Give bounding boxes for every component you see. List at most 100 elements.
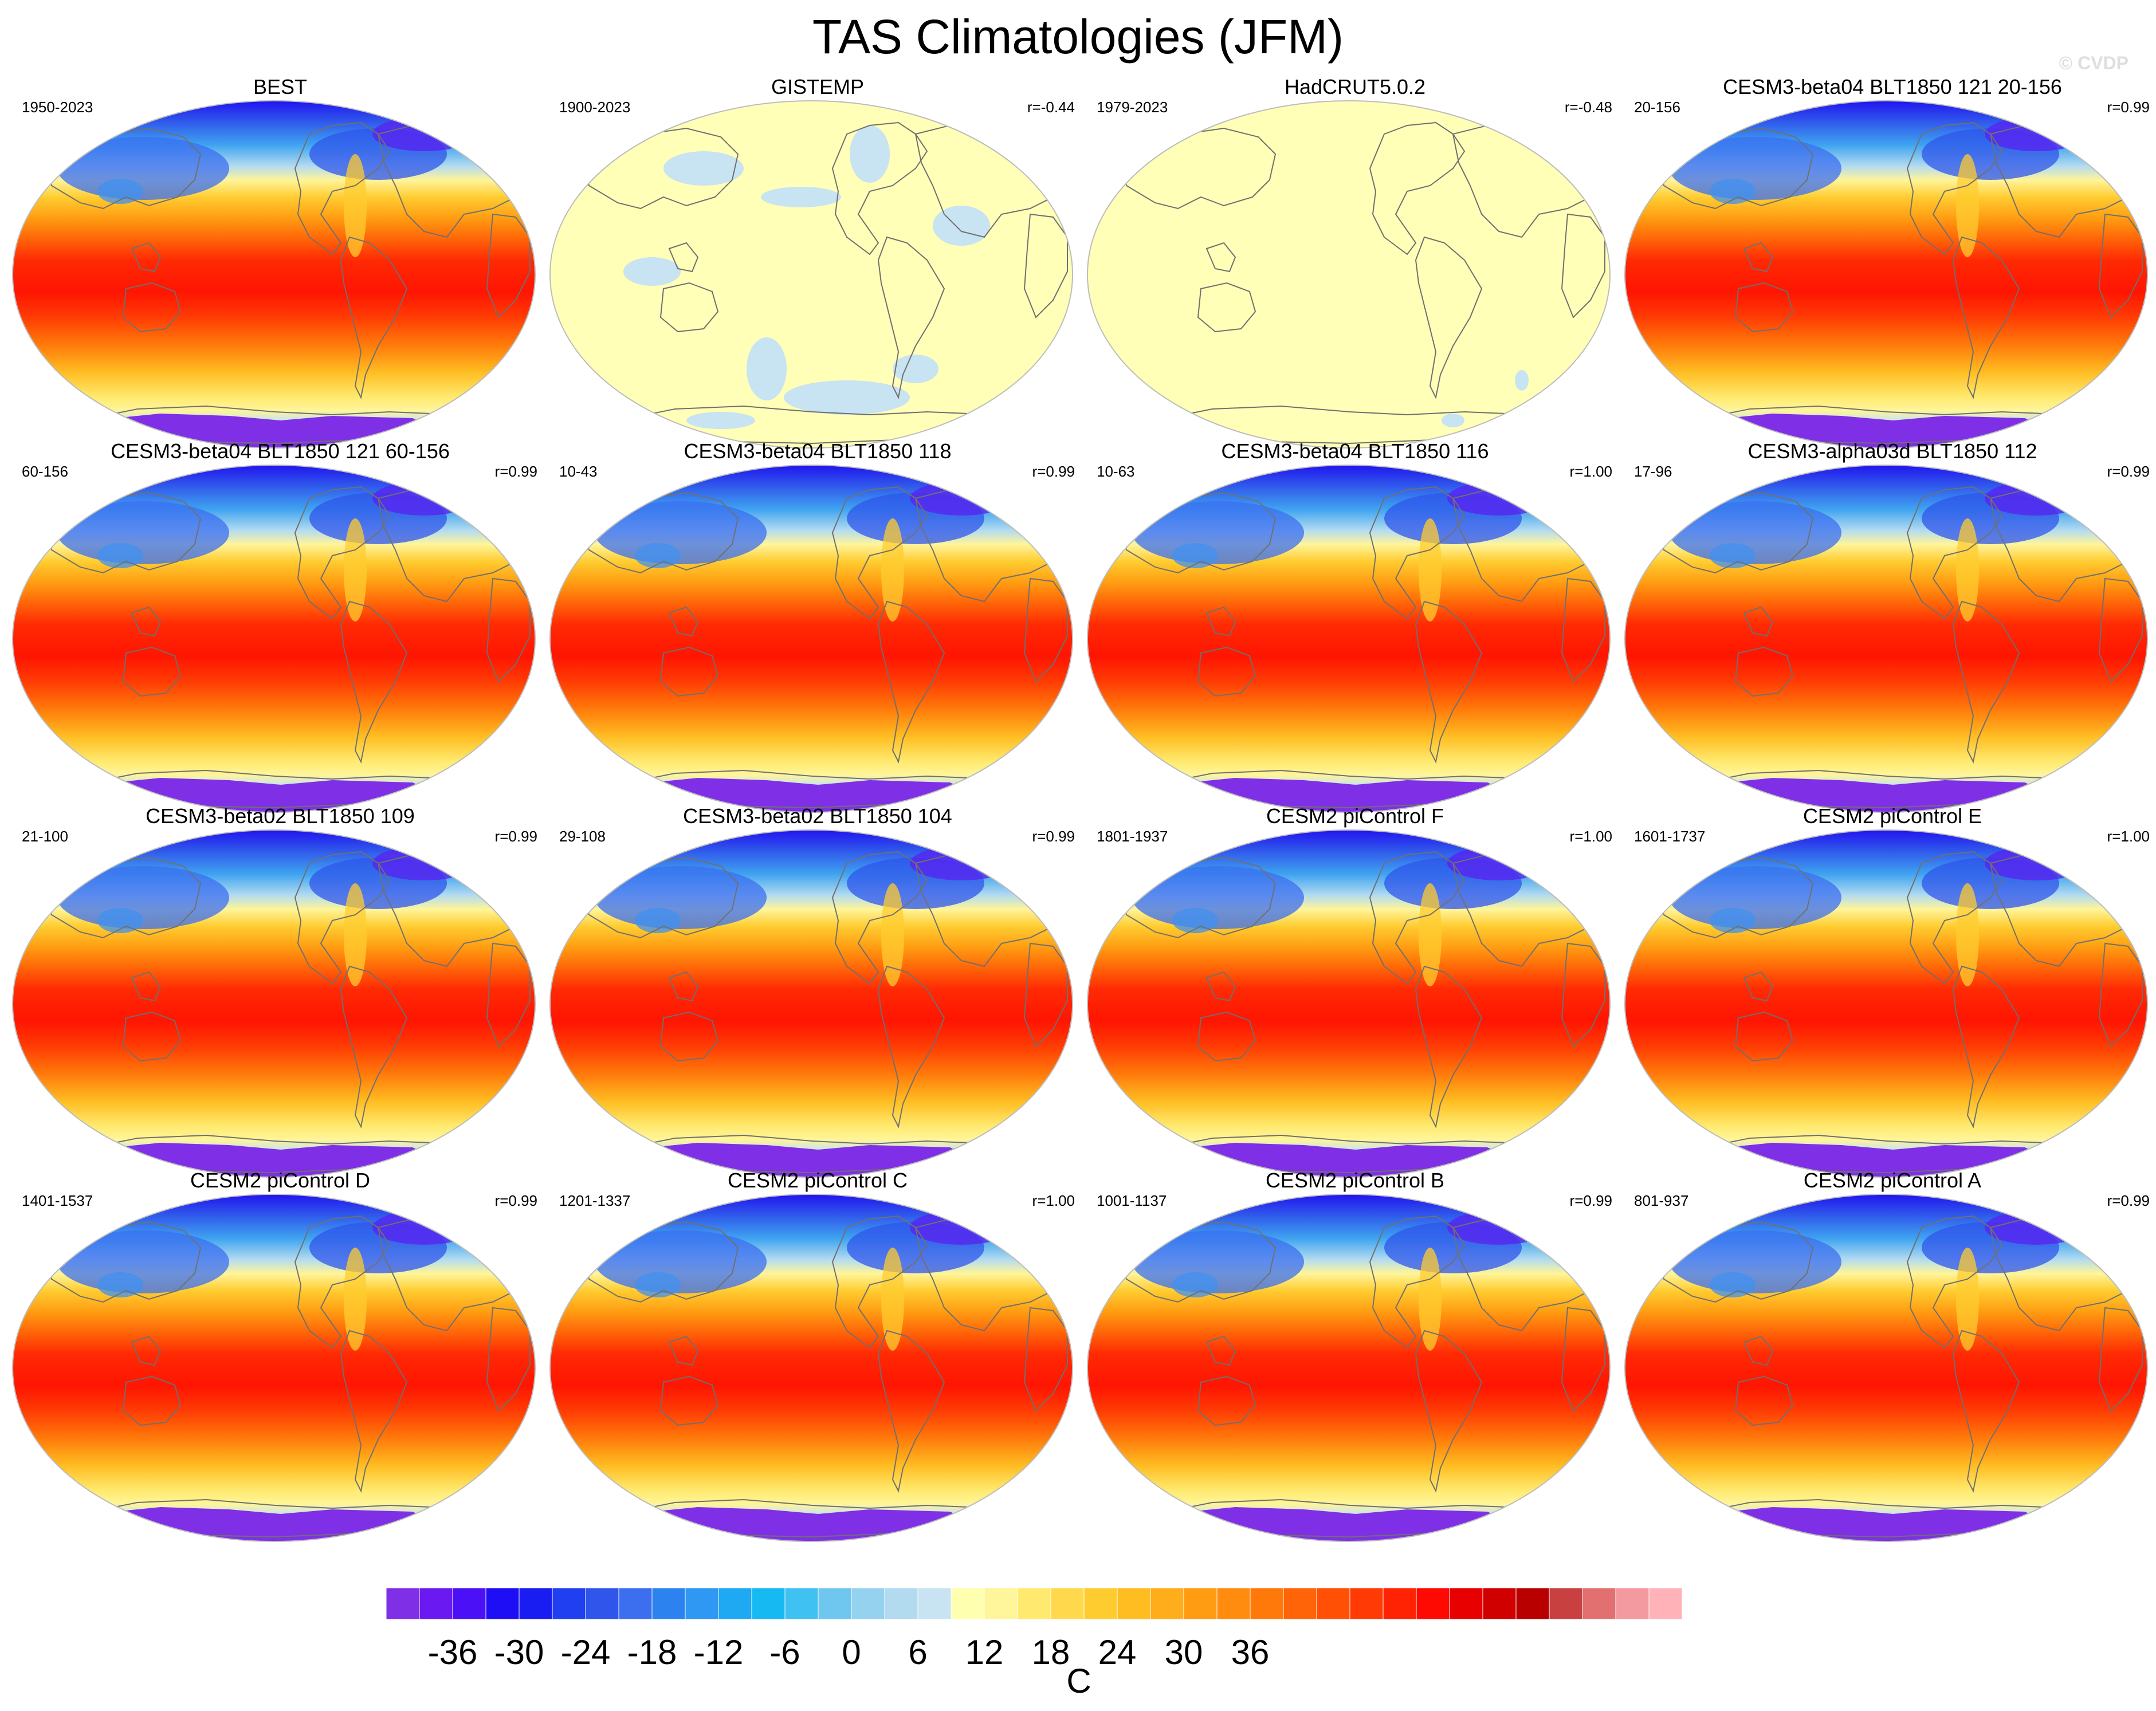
anomaly-region	[1442, 414, 1464, 427]
colorbar-box	[984, 1587, 1018, 1620]
coastline	[1952, 236, 2020, 400]
colorbar-box	[718, 1587, 752, 1620]
panel-correlation: r=1.00	[2107, 828, 2150, 845]
coastline	[615, 405, 996, 445]
temperature-region	[595, 1230, 767, 1293]
colorbar-box	[818, 1587, 852, 1620]
coastline	[831, 486, 928, 620]
temperature-map	[1624, 1194, 2148, 1542]
coastline	[1415, 965, 1483, 1129]
coastline	[131, 971, 162, 1002]
colorbar-unit-label: C	[1066, 1662, 1091, 1700]
colorbar-tick-label: 18	[1032, 1633, 1070, 1671]
colorbar-tick-label: 30	[1165, 1633, 1203, 1671]
colorbar-tick-label: 6	[908, 1633, 927, 1671]
anomaly-region	[747, 337, 787, 400]
temperature-map	[549, 1194, 1073, 1542]
coastline	[1952, 965, 2020, 1129]
anomaly-region	[686, 412, 755, 429]
coastline	[659, 1011, 719, 1062]
coastline	[1415, 1330, 1483, 1493]
panel-correlation: r=0.99	[494, 828, 537, 845]
colorbar-box	[1383, 1587, 1417, 1620]
colorbar-tick-label: -36	[428, 1633, 478, 1671]
panel-years: 10-43	[559, 463, 598, 480]
coastline	[294, 486, 391, 620]
coastline	[2098, 1307, 2143, 1412]
coastline	[1657, 856, 1814, 939]
temperature-region	[635, 1272, 681, 1297]
colorbar-box	[1183, 1587, 1218, 1620]
panel-title: BEST	[253, 75, 308, 99]
temperature-region	[1419, 883, 1442, 986]
temperature-region	[344, 1248, 367, 1351]
coastline	[582, 491, 739, 574]
temperature-region	[1419, 518, 1442, 622]
temperature-region	[1956, 154, 1979, 257]
colorbar-box	[618, 1587, 653, 1620]
coastline	[1734, 282, 1794, 333]
temperature-region	[1985, 1210, 2088, 1245]
colorbar-tick-label: -6	[769, 1633, 800, 1671]
panel-title: CESM3-beta04 BLT1850 116	[1221, 439, 1489, 463]
coastline	[340, 965, 408, 1129]
panel-correlation: r=-0.44	[1027, 99, 1075, 116]
panel-years: 1201-1337	[559, 1192, 631, 1209]
temperature-region	[372, 481, 476, 516]
temperature-region	[372, 117, 476, 151]
temperature-region	[1670, 866, 1841, 929]
panel-title: CESM2 piControl D	[190, 1169, 371, 1192]
panel-title: CESM3-beta02 BLT1850 109	[146, 804, 415, 828]
coastline	[294, 851, 391, 985]
coastline	[1197, 646, 1256, 697]
panel-correlation: r=0.99	[494, 463, 537, 480]
coastline	[1120, 1221, 1277, 1303]
colorbar-box	[917, 1587, 952, 1620]
coastline	[831, 121, 928, 255]
map-field	[1087, 101, 1610, 448]
temperature-region	[1670, 1230, 1841, 1293]
temperature-region	[595, 501, 767, 564]
anomaly-region	[893, 355, 938, 383]
panel-years: 10-63	[1097, 463, 1135, 480]
coastline	[45, 1221, 202, 1303]
coastline	[122, 1011, 182, 1062]
temperature-region	[1132, 866, 1304, 929]
map-panel: CESM2 piControl F 1801-1937 r=1.00	[1086, 805, 1624, 1178]
colorbar-box	[1216, 1587, 1251, 1620]
map-panel: CESM2 piControl D 1401-1537 r=0.99	[11, 1169, 549, 1542]
anomaly-region	[784, 380, 910, 415]
coastline	[1690, 405, 2071, 445]
temperature-region	[372, 1210, 476, 1245]
panel-title: CESM2 piControl C	[727, 1169, 908, 1192]
panel-correlation: r=0.99	[2107, 99, 2150, 116]
temperature-map	[1624, 465, 2148, 813]
anomaly-region	[850, 125, 890, 183]
coastline	[1023, 1307, 1068, 1412]
coastline	[668, 971, 699, 1002]
colorbar-box	[386, 1587, 420, 1620]
panel-title: CESM3-beta04 BLT1850 121 60-156	[111, 439, 450, 463]
temperature-region	[1447, 481, 1550, 516]
coastline	[615, 1134, 996, 1174]
colorbar-box	[485, 1587, 520, 1620]
coastline	[1690, 1498, 2071, 1538]
coastline	[1734, 1375, 1794, 1426]
map-border	[1624, 1194, 2148, 1542]
colorbar-box	[1349, 1587, 1384, 1620]
temperature-map	[1087, 1194, 1611, 1542]
colorbar-box	[685, 1587, 719, 1620]
temperature-map	[1087, 100, 1611, 449]
coastline	[1734, 646, 1794, 697]
coastline	[122, 282, 182, 333]
temperature-region	[1132, 501, 1304, 564]
coastline	[877, 236, 945, 400]
temperature-region	[1710, 543, 1756, 568]
map-panel: BEST 1950-2023	[11, 75, 549, 449]
temperature-region	[57, 137, 229, 200]
coastline	[1369, 486, 1466, 620]
colorbar-box	[419, 1587, 453, 1620]
coastline	[1906, 851, 2003, 985]
coastline	[486, 213, 531, 318]
colorbar-box	[585, 1587, 619, 1620]
